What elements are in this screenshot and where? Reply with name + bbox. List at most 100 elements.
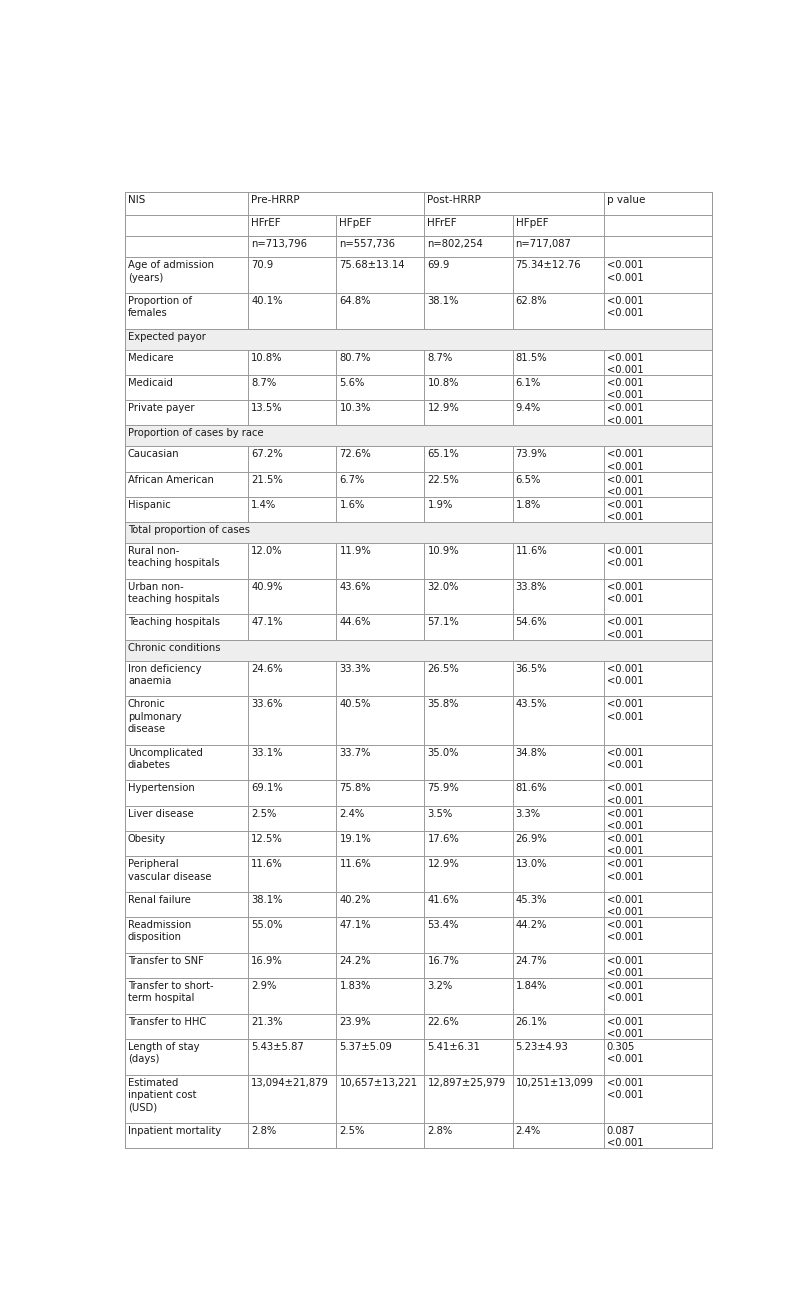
Text: 2.4%: 2.4% xyxy=(339,809,365,818)
Text: HFpEF: HFpEF xyxy=(339,218,372,229)
Text: <0.001
<0.001: <0.001 <0.001 xyxy=(606,982,643,1004)
Text: n=557,736: n=557,736 xyxy=(339,239,395,250)
Text: n=802,254: n=802,254 xyxy=(427,239,483,250)
Text: Teaching hospitals: Teaching hospitals xyxy=(128,617,220,627)
Text: 65.1%: 65.1% xyxy=(427,450,459,459)
Text: Hispanic: Hispanic xyxy=(128,499,170,510)
Text: <0.001
<0.001: <0.001 <0.001 xyxy=(606,582,643,604)
Text: <0.001
<0.001: <0.001 <0.001 xyxy=(606,403,643,426)
Text: Medicaid: Medicaid xyxy=(128,378,173,388)
Bar xyxy=(125,918,712,953)
Text: Length of stay
(days): Length of stay (days) xyxy=(128,1042,199,1064)
Text: 9.4%: 9.4% xyxy=(516,403,541,413)
Text: 45.3%: 45.3% xyxy=(516,895,547,904)
Text: 1.6%: 1.6% xyxy=(339,499,365,510)
Text: 54.6%: 54.6% xyxy=(516,617,547,627)
Text: p value: p value xyxy=(606,195,645,205)
Text: 21.3%: 21.3% xyxy=(251,1017,283,1027)
Bar xyxy=(125,579,712,614)
Text: Transfer to short-
term hospital: Transfer to short- term hospital xyxy=(128,982,214,1004)
Text: 10.8%: 10.8% xyxy=(427,378,459,388)
Text: 44.6%: 44.6% xyxy=(339,617,371,627)
Text: 3.3%: 3.3% xyxy=(516,809,541,818)
Bar xyxy=(125,745,712,780)
Bar xyxy=(125,425,712,446)
Text: <0.001
<0.001: <0.001 <0.001 xyxy=(606,859,643,881)
Bar xyxy=(125,856,712,891)
Bar xyxy=(125,1039,712,1074)
Text: 1.84%: 1.84% xyxy=(516,982,547,991)
Text: 11.6%: 11.6% xyxy=(251,859,283,869)
Text: Proportion of
females: Proportion of females xyxy=(128,295,192,319)
Text: Liver disease: Liver disease xyxy=(128,809,194,818)
Text: 16.9%: 16.9% xyxy=(251,955,283,966)
Text: 23.9%: 23.9% xyxy=(339,1017,371,1027)
Bar xyxy=(125,446,712,472)
Text: 70.9: 70.9 xyxy=(251,260,274,271)
Text: Post-HRRP: Post-HRRP xyxy=(427,195,482,205)
Text: 57.1%: 57.1% xyxy=(427,617,459,627)
Text: Age of admission
(years): Age of admission (years) xyxy=(128,260,214,282)
Text: 33.3%: 33.3% xyxy=(339,664,370,673)
Bar xyxy=(125,328,712,350)
Text: <0.001
<0.001: <0.001 <0.001 xyxy=(606,1078,643,1100)
Text: <0.001
<0.001: <0.001 <0.001 xyxy=(606,353,643,375)
Bar xyxy=(125,614,712,639)
Text: 5.43±5.87: 5.43±5.87 xyxy=(251,1042,304,1052)
Text: 33.1%: 33.1% xyxy=(251,748,282,758)
Text: 21.5%: 21.5% xyxy=(251,474,283,485)
Text: 75.9%: 75.9% xyxy=(427,783,459,793)
Text: 2.8%: 2.8% xyxy=(427,1127,453,1136)
Text: 64.8%: 64.8% xyxy=(339,295,371,306)
Bar xyxy=(125,978,712,1014)
Text: Uncomplicated
diabetes: Uncomplicated diabetes xyxy=(128,748,202,770)
Text: <0.001
<0.001: <0.001 <0.001 xyxy=(606,499,643,523)
Text: 1.9%: 1.9% xyxy=(427,499,453,510)
Text: Renal failure: Renal failure xyxy=(128,895,190,904)
Text: 53.4%: 53.4% xyxy=(427,920,459,931)
Text: 73.9%: 73.9% xyxy=(516,450,547,459)
Text: Caucasian: Caucasian xyxy=(128,450,179,459)
Text: African American: African American xyxy=(128,474,214,485)
Text: Transfer to HHC: Transfer to HHC xyxy=(128,1017,206,1027)
Text: 0.087
<0.001: 0.087 <0.001 xyxy=(606,1127,643,1149)
Text: <0.001
<0.001: <0.001 <0.001 xyxy=(606,664,643,686)
Bar xyxy=(125,375,712,400)
Text: 40.9%: 40.9% xyxy=(251,582,282,592)
Text: <0.001
<0.001: <0.001 <0.001 xyxy=(606,809,643,831)
Text: 81.5%: 81.5% xyxy=(516,353,547,363)
Text: 69.1%: 69.1% xyxy=(251,783,283,793)
Text: 38.1%: 38.1% xyxy=(251,895,282,904)
Text: 44.2%: 44.2% xyxy=(516,920,547,931)
Text: 26.5%: 26.5% xyxy=(427,664,459,673)
Bar xyxy=(125,521,712,542)
Bar xyxy=(125,639,712,660)
Text: 5.6%: 5.6% xyxy=(339,378,365,388)
Bar xyxy=(125,891,712,918)
Text: 12,897±25,979: 12,897±25,979 xyxy=(427,1078,506,1087)
Text: Iron deficiency
anaemia: Iron deficiency anaemia xyxy=(128,664,202,686)
Text: 2.9%: 2.9% xyxy=(251,982,277,991)
Text: Readmission
disposition: Readmission disposition xyxy=(128,920,191,942)
Text: n=713,796: n=713,796 xyxy=(251,239,307,250)
Text: 22.6%: 22.6% xyxy=(427,1017,459,1027)
Text: 33.7%: 33.7% xyxy=(339,748,371,758)
Text: <0.001
<0.001: <0.001 <0.001 xyxy=(606,834,643,856)
Text: 47.1%: 47.1% xyxy=(339,920,371,931)
Text: Rural non-
teaching hospitals: Rural non- teaching hospitals xyxy=(128,546,219,569)
Text: 40.2%: 40.2% xyxy=(339,895,371,904)
Text: Hypertension: Hypertension xyxy=(128,783,194,793)
Text: 13,094±21,879: 13,094±21,879 xyxy=(251,1078,329,1087)
Text: HFpEF: HFpEF xyxy=(516,218,548,229)
Text: 2.5%: 2.5% xyxy=(339,1127,365,1136)
Bar xyxy=(125,542,712,579)
Text: 47.1%: 47.1% xyxy=(251,617,283,627)
Text: 69.9: 69.9 xyxy=(427,260,450,271)
Text: NIS: NIS xyxy=(128,195,146,205)
Text: 67.2%: 67.2% xyxy=(251,450,283,459)
Text: 75.68±13.14: 75.68±13.14 xyxy=(339,260,405,271)
Text: 8.7%: 8.7% xyxy=(251,378,277,388)
Bar xyxy=(125,237,712,257)
Text: 13.0%: 13.0% xyxy=(516,859,547,869)
Text: 26.1%: 26.1% xyxy=(516,1017,547,1027)
